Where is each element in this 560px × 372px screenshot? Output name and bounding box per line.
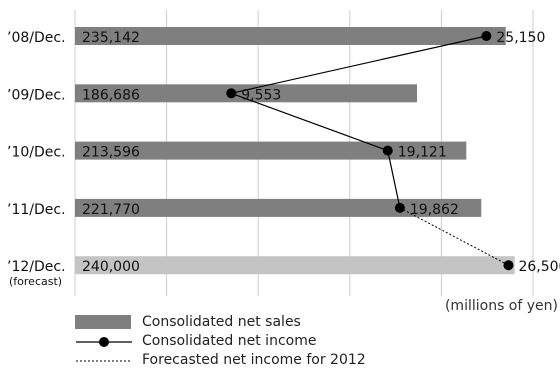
category-label: ’10/Dec. <box>7 145 66 161</box>
sales-value-label: 213,596 <box>82 145 140 161</box>
sales-value-label: 186,686 <box>82 87 140 103</box>
bar-net-sales <box>75 198 482 217</box>
category-label: ’12/Dec. <box>7 259 66 275</box>
category-label: ’11/Dec. <box>7 202 66 218</box>
income-line-segment <box>387 150 401 209</box>
bar-net-sales <box>75 141 467 160</box>
legend-dashed-line-icon <box>76 360 132 362</box>
income-value-label: 25,150 <box>496 30 545 46</box>
bar-net-sales <box>75 27 506 45</box>
income-value-label: 9,553 <box>241 87 281 103</box>
legend-item-income: Consolidated net income <box>75 333 475 351</box>
legend-line-marker-icon <box>76 337 132 347</box>
income-point <box>382 145 393 156</box>
legend-swatch-sales <box>75 315 131 329</box>
category-label: ’08/Dec. <box>7 30 66 46</box>
income-point <box>481 31 492 41</box>
income-lines <box>231 35 509 266</box>
sales-value-label: 221,770 <box>82 202 140 218</box>
category-label: ’09/Dec. <box>7 87 66 103</box>
legend-item-sales: Consolidated net sales <box>75 314 475 332</box>
legend-label-income: Consolidated net income <box>142 333 317 349</box>
category-labels: ’08/Dec. ’09/Dec. ’10/Dec. ’11/Dec. ’12/Dec.… <box>7 30 66 288</box>
income-point <box>503 260 514 271</box>
sales-value-label: 235,142 <box>82 30 140 46</box>
income-value-label: 26,500 <box>518 259 560 275</box>
income-point <box>226 88 237 99</box>
units-label: (millions of yen) <box>444 298 558 314</box>
forecast-income-line <box>399 207 509 266</box>
income-line-segment <box>231 92 388 152</box>
sales-value-label: 240,000 <box>82 259 140 275</box>
value-labels: 235,142 186,686 213,596 221,770 240,000 25,15… <box>82 30 560 275</box>
legend-label-forecast: Forecasted net income for 2012 <box>142 352 366 368</box>
category-note: (forecast) <box>9 275 62 288</box>
bar-net-sales <box>75 256 515 275</box>
legend-label-sales: Consolidated net sales <box>142 314 301 330</box>
income-line-segment <box>231 35 487 94</box>
bar-net-sales <box>75 84 418 103</box>
legend-item-forecast: Forecasted net income for 2012 <box>75 352 475 370</box>
income-value-label: 19,121 <box>398 145 447 161</box>
income-value-label: 19,862 <box>410 202 459 218</box>
income-points <box>226 31 514 271</box>
bars <box>75 27 515 275</box>
income-point <box>394 202 405 213</box>
